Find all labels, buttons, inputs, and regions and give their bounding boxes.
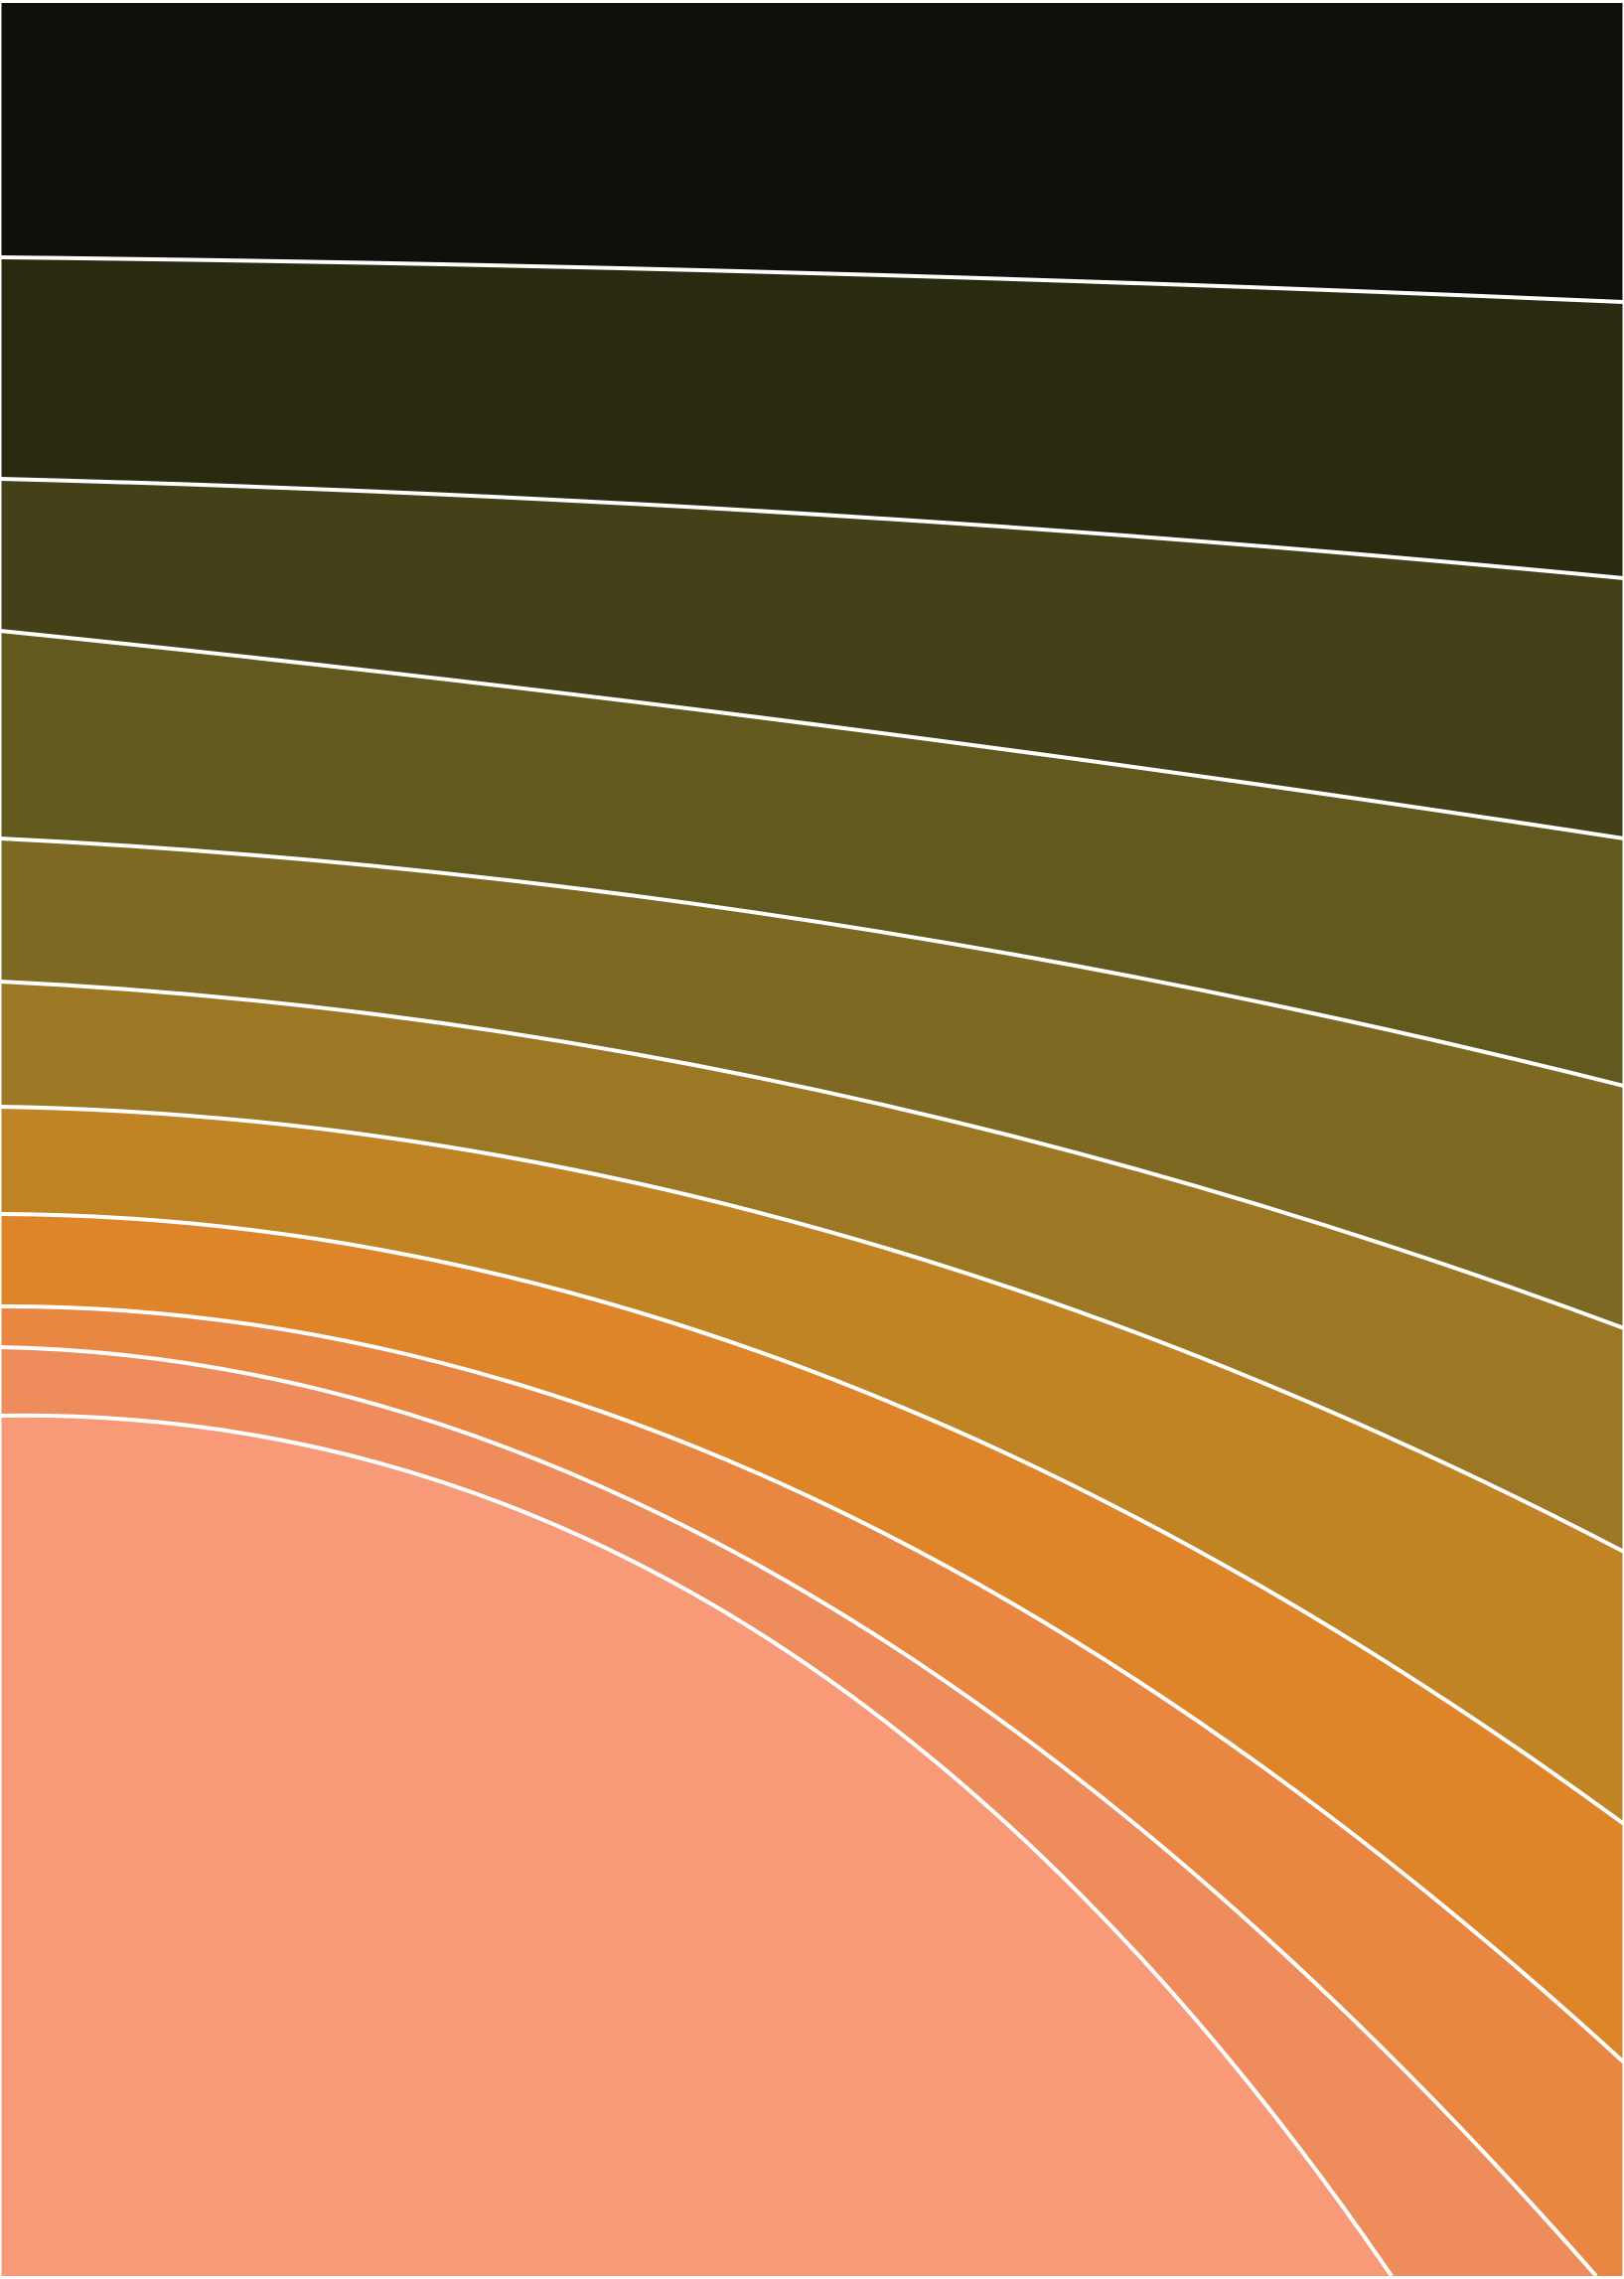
band-7 [0, 1107, 1624, 1824]
divider-9 [0, 1345, 1598, 2278]
band-1 [0, 3, 1624, 302]
band-2 [0, 257, 1624, 578]
band-10 [0, 1347, 1596, 2276]
band-4 [0, 631, 1624, 1086]
divider-7 [0, 1212, 1624, 1826]
band-8 [0, 1214, 1624, 2062]
divider-1 [0, 255, 1624, 304]
band-5 [0, 838, 1624, 1328]
divider-3 [0, 629, 1624, 840]
band-11 [0, 1415, 1392, 2276]
divider-10 [0, 1413, 1394, 2278]
divider-6 [0, 1105, 1624, 1554]
band-9 [0, 1305, 1624, 2276]
band-6 [0, 982, 1624, 1552]
divider-5 [0, 980, 1624, 1330]
band-3 [0, 479, 1624, 838]
divider-8 [0, 1303, 1624, 2064]
divider-2 [0, 477, 1624, 580]
divider-4 [0, 836, 1624, 1088]
